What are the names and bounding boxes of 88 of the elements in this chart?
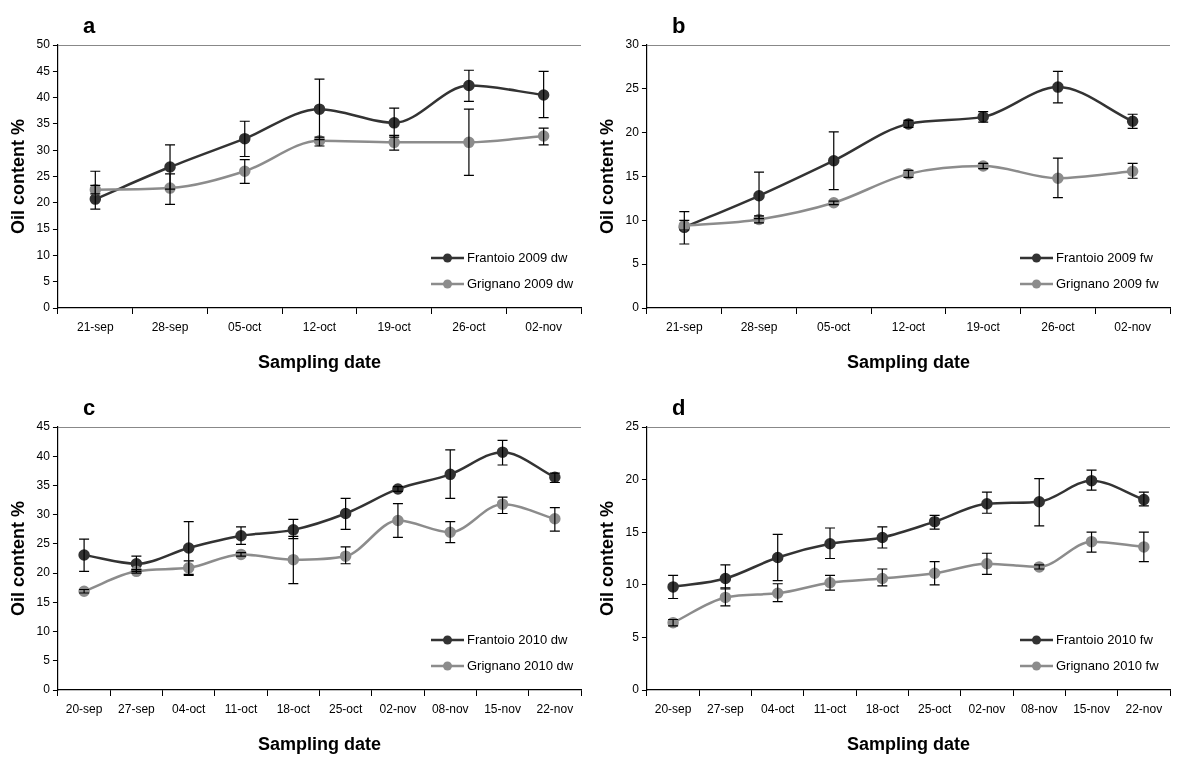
legend-label: Frantoio 2010 fw bbox=[1056, 631, 1154, 647]
y-tick-label: 15 bbox=[36, 221, 51, 236]
y-tick-label: 10 bbox=[625, 212, 640, 227]
y-tick-label: 35 bbox=[36, 116, 51, 131]
x-tick-label: 27-sep bbox=[707, 701, 745, 716]
y-tick-label: 10 bbox=[36, 247, 51, 262]
x-axis-title: Sampling date bbox=[846, 734, 970, 755]
legend-label: Grignano 2009 fw bbox=[1056, 275, 1160, 291]
y-axis-title: Oil content % bbox=[596, 118, 617, 235]
y-tick-label: 50 bbox=[36, 37, 51, 52]
x-tick-label: 28-sep bbox=[740, 319, 778, 334]
x-tick-label: 28-sep bbox=[151, 319, 189, 334]
x-axis-title: Sampling date bbox=[257, 734, 381, 755]
y-tick-label: 10 bbox=[36, 623, 51, 638]
x-tick-label: 18-oct bbox=[276, 701, 311, 716]
legend-label: Frantoio 2010 dw bbox=[467, 631, 569, 647]
x-tick-label: 27-sep bbox=[118, 701, 156, 716]
y-tick-label: 0 bbox=[43, 300, 51, 315]
x-tick-label: 20-sep bbox=[654, 701, 692, 716]
y-tick-label: 20 bbox=[625, 124, 640, 139]
y-tick-label: 30 bbox=[625, 37, 640, 52]
y-tick-label: 40 bbox=[36, 448, 51, 463]
y-tick-label: 20 bbox=[36, 565, 51, 580]
x-tick-label: 15-nov bbox=[1073, 701, 1110, 716]
chart-title: d bbox=[671, 395, 686, 420]
x-tick-label: 18-oct bbox=[865, 701, 900, 716]
y-tick-label: 35 bbox=[36, 477, 51, 492]
y-tick-label: 45 bbox=[36, 419, 51, 434]
legend-label: Grignano 2010 dw bbox=[467, 657, 574, 673]
x-tick-label: 08-nov bbox=[1020, 701, 1058, 716]
y-tick-label: 15 bbox=[625, 524, 640, 539]
y-tick-label: 10 bbox=[625, 577, 640, 592]
x-tick-label: 19-oct bbox=[377, 319, 412, 334]
y-tick-label: 0 bbox=[632, 682, 640, 697]
x-tick-label: 25-oct bbox=[917, 701, 952, 716]
y-tick-label: 40 bbox=[36, 89, 51, 104]
x-tick-label: 08-nov bbox=[431, 701, 469, 716]
y-tick-label: 0 bbox=[43, 682, 51, 697]
y-tick-label: 25 bbox=[36, 168, 51, 183]
y-tick-label: 0 bbox=[632, 300, 640, 315]
x-tick-label: 04-oct bbox=[761, 701, 796, 716]
y-tick-label: 5 bbox=[632, 629, 640, 644]
x-tick-label: 20-sep bbox=[65, 701, 103, 716]
x-tick-label: 02-nov bbox=[379, 701, 417, 716]
legend-label: Frantoio 2009 fw bbox=[1056, 249, 1154, 265]
y-tick-label: 25 bbox=[625, 419, 640, 434]
x-tick-label: 04-oct bbox=[172, 701, 207, 716]
x-tick-label: 19-oct bbox=[966, 319, 1001, 334]
x-tick-label: 11-oct bbox=[224, 701, 258, 716]
x-tick-label: 11-oct bbox=[813, 701, 847, 716]
legend-label: Grignano 2009 dw bbox=[467, 275, 574, 291]
x-axis-title: Sampling date bbox=[257, 352, 381, 373]
x-tick-label: 15-nov bbox=[484, 701, 521, 716]
legend-label: Grignano 2010 fw bbox=[1056, 657, 1160, 673]
x-tick-label: 02-nov bbox=[525, 319, 562, 334]
chart-title: c bbox=[82, 395, 96, 420]
x-tick-label: 26-oct bbox=[452, 319, 487, 334]
x-tick-label: 12-oct bbox=[302, 319, 337, 334]
y-tick-label: 30 bbox=[36, 142, 51, 157]
x-tick-label: 12-oct bbox=[891, 319, 926, 334]
x-tick-label: 05-oct bbox=[228, 319, 263, 334]
x-tick-label: 25-oct bbox=[328, 701, 363, 716]
y-axis-title: Oil content % bbox=[7, 118, 28, 235]
x-tick-label: 22-nov bbox=[536, 701, 574, 716]
y-tick-label: 5 bbox=[43, 653, 51, 668]
y-tick-label: 25 bbox=[625, 81, 640, 96]
y-tick-label: 15 bbox=[625, 168, 640, 183]
y-tick-label: 20 bbox=[36, 195, 51, 210]
y-tick-label: 45 bbox=[36, 63, 51, 78]
y-tick-label: 30 bbox=[36, 506, 51, 521]
x-tick-label: 05-oct bbox=[817, 319, 852, 334]
y-tick-label: 5 bbox=[43, 274, 51, 289]
chart-title: b bbox=[671, 13, 686, 38]
x-axis-title: Sampling date bbox=[846, 352, 970, 373]
x-tick-label: 21-sep bbox=[76, 319, 114, 334]
y-tick-label: 5 bbox=[632, 256, 640, 271]
y-tick-label: 25 bbox=[36, 536, 51, 551]
x-tick-label: 21-sep bbox=[665, 319, 703, 334]
x-tick-label: 02-nov bbox=[968, 701, 1006, 716]
y-axis-title: Oil content % bbox=[596, 500, 617, 617]
y-tick-label: 20 bbox=[625, 471, 640, 486]
x-tick-label: 22-nov bbox=[1125, 701, 1163, 716]
y-axis-title: Oil content % bbox=[7, 500, 28, 617]
x-tick-label: 26-oct bbox=[1041, 319, 1076, 334]
x-tick-label: 02-nov bbox=[1114, 319, 1151, 334]
y-tick-label: 15 bbox=[36, 594, 51, 609]
chart-title: a bbox=[82, 13, 96, 38]
legend-label: Frantoio 2009 dw bbox=[467, 249, 569, 265]
